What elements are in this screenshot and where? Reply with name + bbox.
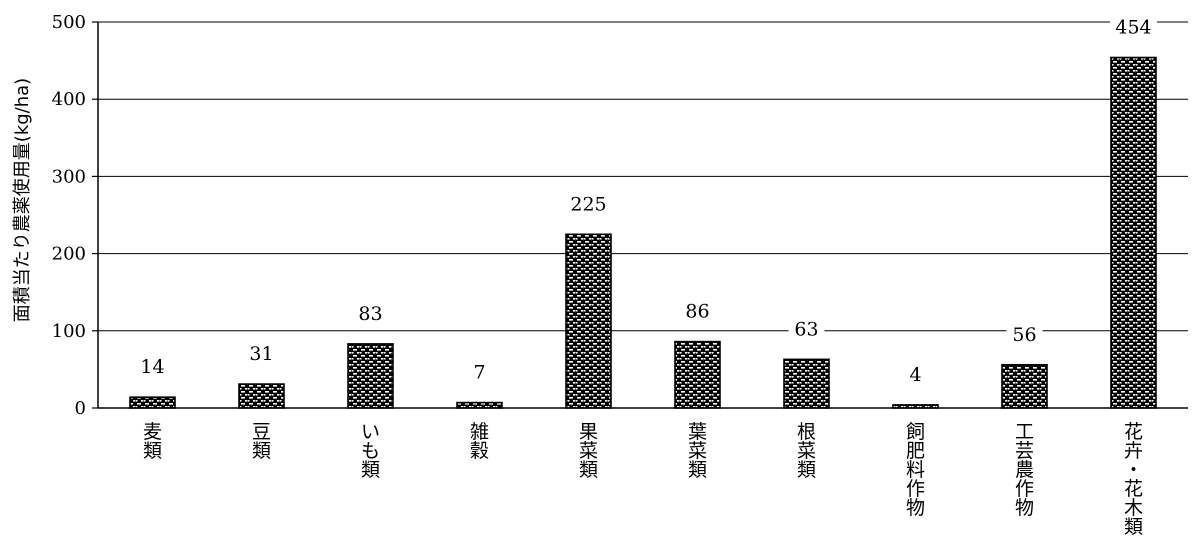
- data-label: 14: [140, 356, 164, 378]
- x-tick-label: 麦類: [143, 421, 162, 462]
- x-tick-label: 花卉・花木類: [1124, 421, 1143, 538]
- data-label: 31: [249, 343, 273, 365]
- x-tick-label: 工芸農作物: [1015, 421, 1034, 519]
- data-label-bg: [1110, 16, 1157, 41]
- data-label-bg: [1006, 323, 1043, 348]
- y-tick-label: 100: [52, 321, 86, 342]
- data-label: 225: [570, 193, 606, 215]
- bar-10: [1110, 56, 1157, 409]
- bar-6: [674, 340, 721, 409]
- y-tick-label: 400: [52, 89, 86, 110]
- data-label-bg: [243, 343, 280, 368]
- y-tick-label: 200: [52, 244, 86, 265]
- bar-4: [456, 401, 503, 409]
- data-label: 83: [358, 303, 382, 325]
- data-label: 4: [909, 364, 921, 386]
- bar-3: [347, 343, 394, 409]
- data-label-bg: [679, 300, 716, 325]
- bar-1: [129, 396, 176, 409]
- bar-7: [783, 358, 830, 409]
- y-tick-labels: 0 100 200 300 400 500: [52, 12, 86, 419]
- data-label-bg: [467, 361, 492, 386]
- x-tick-label: 雑穀: [470, 421, 489, 462]
- data-label: 86: [685, 301, 709, 323]
- data-label: 7: [473, 362, 485, 384]
- data-label-bg: [134, 356, 171, 381]
- x-tick-label: いも類: [361, 421, 380, 481]
- x-tick-label: 根菜類: [797, 421, 816, 481]
- bar-5: [565, 233, 612, 409]
- bar-2: [238, 383, 285, 409]
- y-axis-label: 面積当たり農薬使用量(kg/ha): [12, 78, 33, 322]
- data-label-bg: [565, 193, 612, 218]
- y-tick-label: 500: [52, 12, 86, 33]
- gridlines: [98, 21, 1188, 332]
- x-tick-label: 豆類: [252, 421, 271, 462]
- bars: [129, 56, 1157, 409]
- x-tick-label: 葉菜類: [688, 421, 707, 481]
- bar-9: [1001, 363, 1048, 409]
- data-label-bg: [903, 363, 928, 388]
- data-label: 63: [794, 318, 818, 340]
- data-label-bg: [352, 302, 389, 327]
- x-tick-label: 果菜類: [579, 421, 598, 481]
- x-tick-label: 飼肥料作物: [906, 421, 925, 519]
- axes: [92, 21, 1188, 409]
- data-label: 56: [1012, 324, 1036, 346]
- x-tick-labels: 麦類 豆類 いも類 雑穀 果菜類 葉菜類 根菜類 飼肥料作物 工芸農作物 花卉・花木類: [143, 421, 1143, 538]
- data-labels: 14 31 83 7 225 86 63 4 56 454: [134, 16, 1157, 388]
- data-label: 454: [1115, 17, 1151, 39]
- y-tick-label: 0: [75, 398, 86, 419]
- y-tick-label: 300: [52, 166, 86, 187]
- data-label-bg: [788, 318, 825, 343]
